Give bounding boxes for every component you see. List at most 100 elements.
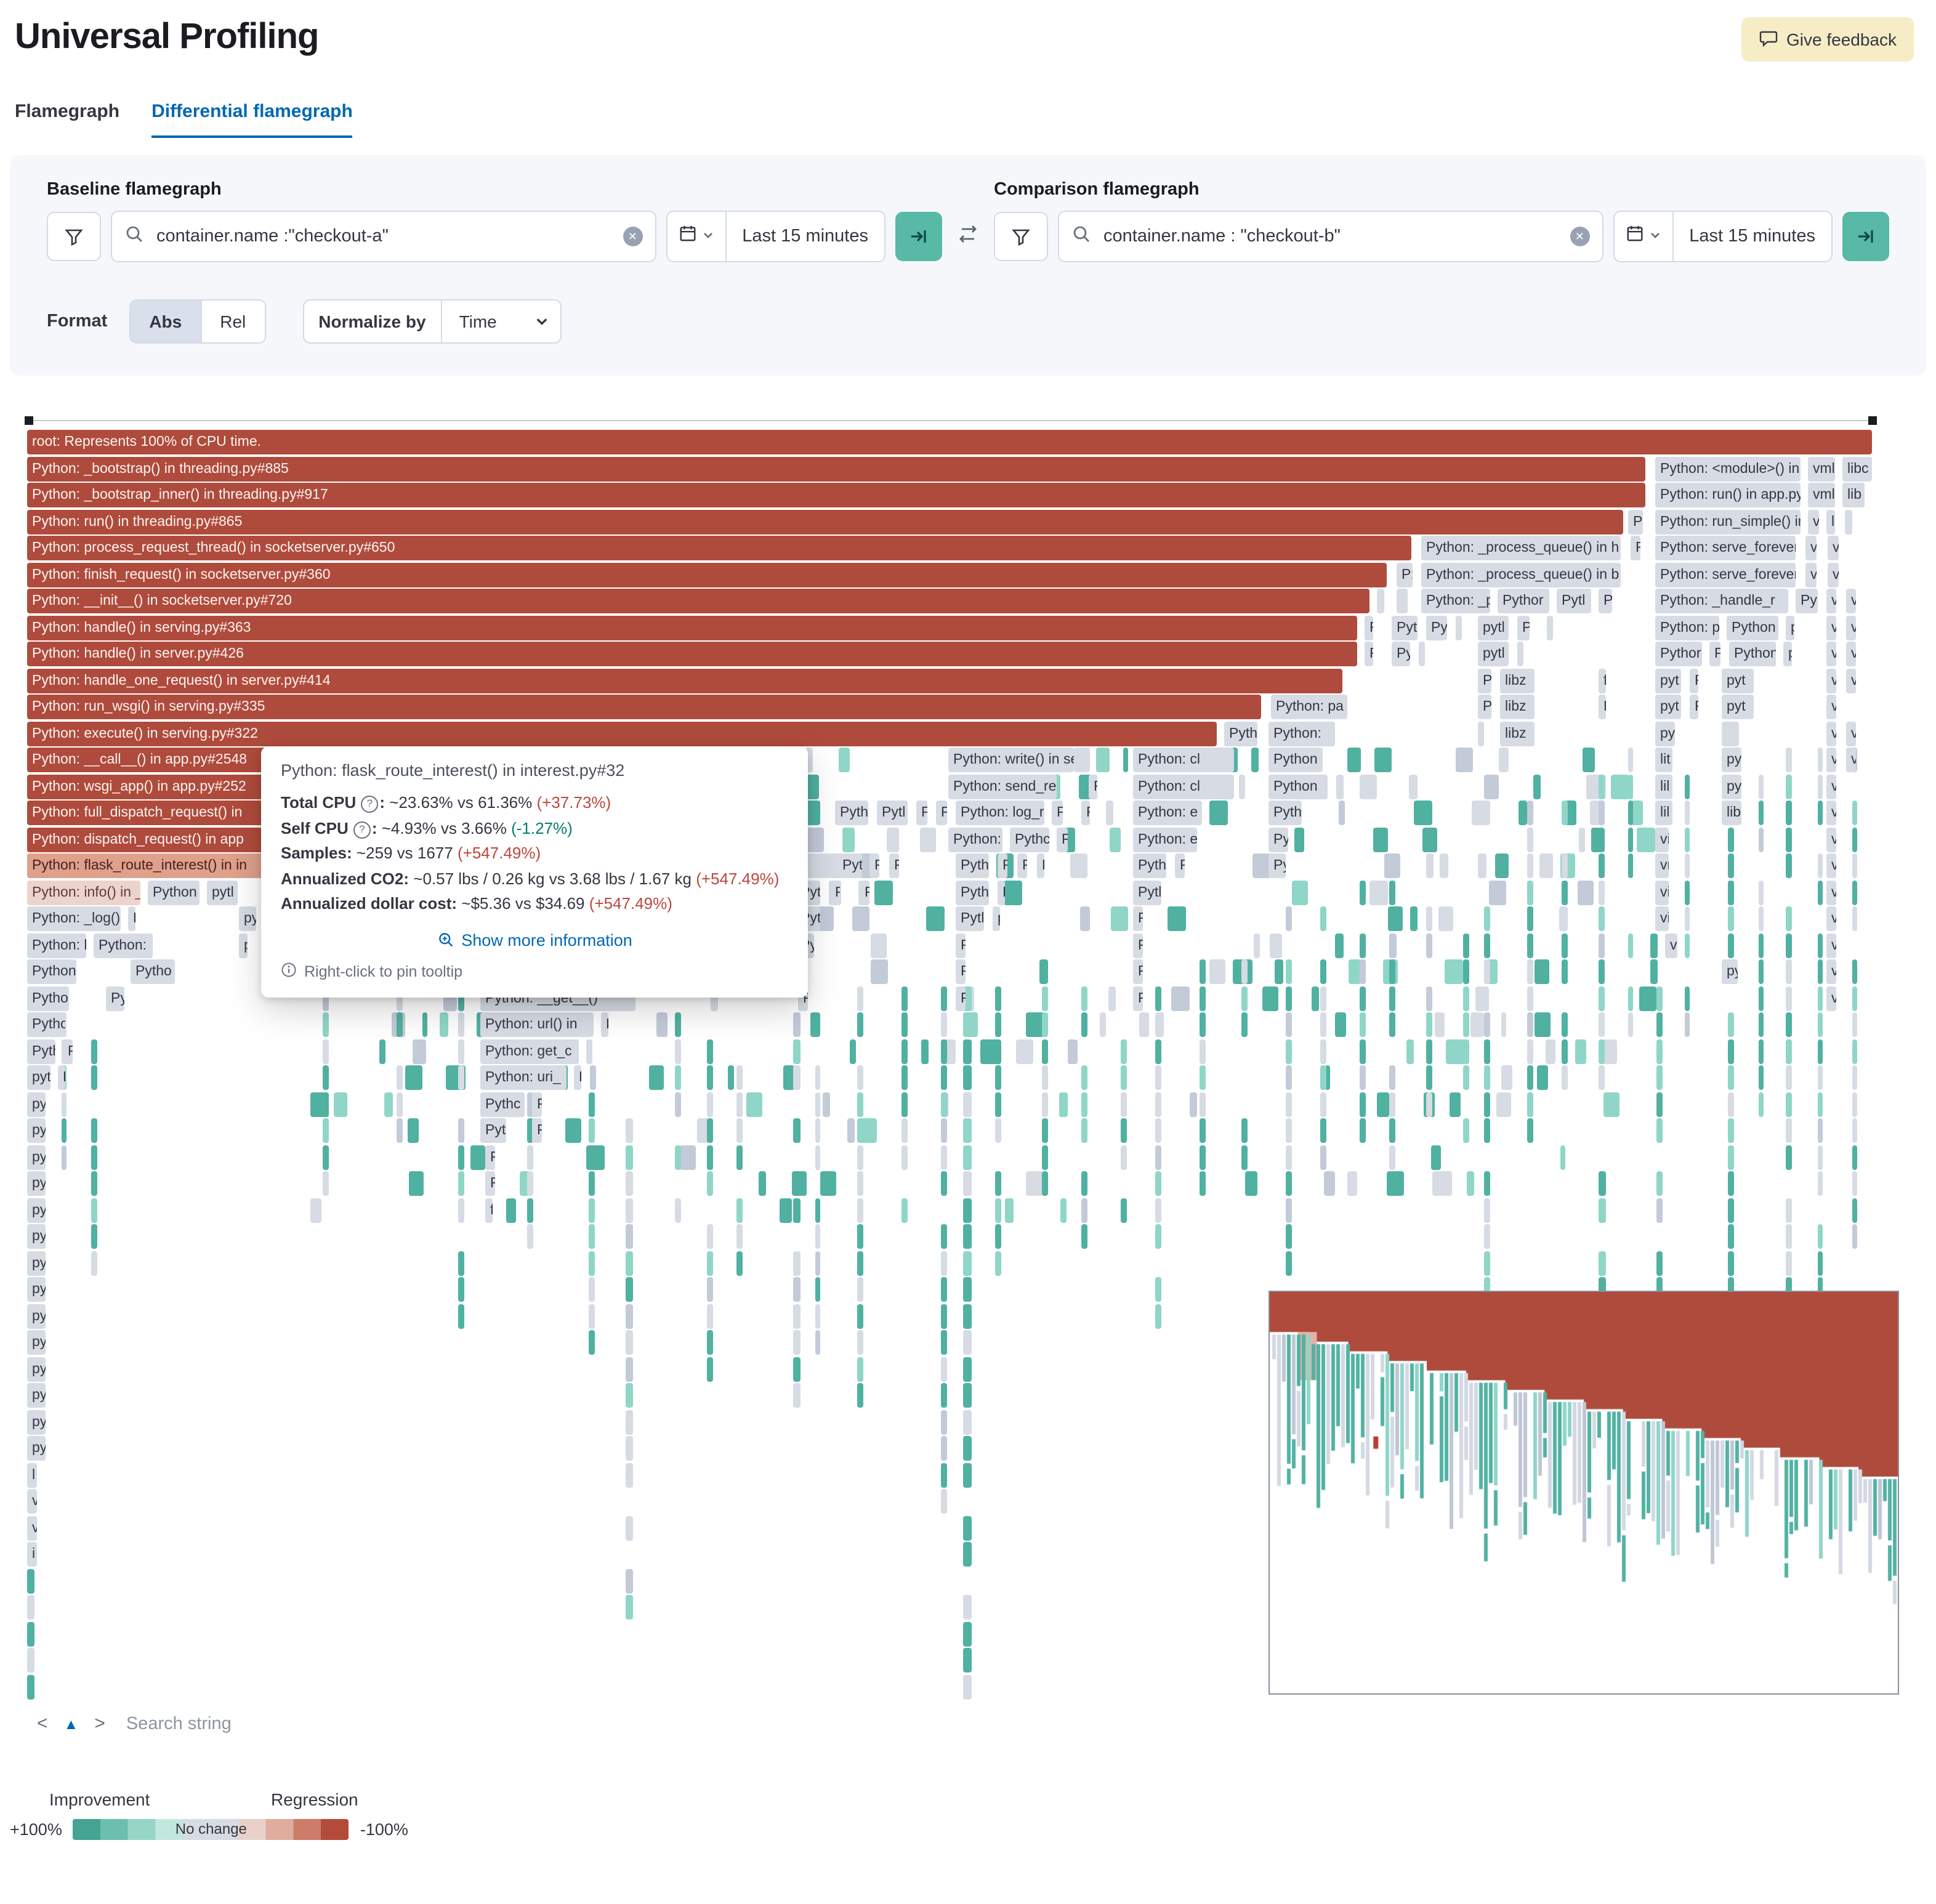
- flame-frame[interactable]: Pyth: [1268, 801, 1302, 825]
- flame-frame[interactable]: [1484, 906, 1490, 931]
- flame-frame[interactable]: [963, 1330, 972, 1355]
- flame-frame[interactable]: [1575, 1039, 1587, 1063]
- show-more-information-link[interactable]: Show more information: [281, 930, 788, 949]
- flame-frame[interactable]: [1155, 1118, 1161, 1143]
- flame-frame[interactable]: [1155, 1145, 1161, 1169]
- flame-frame[interactable]: [1527, 1092, 1533, 1116]
- flame-frame[interactable]: [1628, 853, 1633, 878]
- flame-frame[interactable]: [746, 1092, 762, 1116]
- flame-frame[interactable]: py: [27, 1383, 46, 1408]
- flame-frame[interactable]: [1527, 986, 1533, 1010]
- flame-frame[interactable]: [1286, 1039, 1292, 1063]
- flame-frame[interactable]: [1685, 801, 1690, 825]
- flame-frame[interactable]: [1656, 1039, 1663, 1063]
- flame-frame[interactable]: [1818, 1065, 1823, 1090]
- flame-frame[interactable]: Python: handle() in serving.py#363: [27, 615, 1357, 640]
- flame-frame[interactable]: F: [1690, 695, 1698, 719]
- flame-frame[interactable]: [1463, 986, 1469, 1010]
- format-abs-option[interactable]: Abs: [131, 301, 201, 342]
- flame-frame[interactable]: [1373, 827, 1388, 852]
- flame-frame[interactable]: Python: e: [1133, 801, 1202, 825]
- flame-frame[interactable]: [1728, 933, 1734, 958]
- flame-frame[interactable]: [1320, 1039, 1326, 1063]
- flame-frame[interactable]: [793, 1383, 801, 1408]
- flamegraph-search-input[interactable]: Search string: [126, 1714, 232, 1734]
- flame-frame[interactable]: [707, 1224, 713, 1249]
- flame-frame[interactable]: [1335, 1012, 1346, 1037]
- flame-frame[interactable]: [1463, 1065, 1469, 1090]
- flame-frame[interactable]: [926, 906, 945, 931]
- flame-frame[interactable]: v: [1826, 748, 1836, 772]
- flame-frame[interactable]: [1275, 959, 1283, 984]
- flame-frame[interactable]: [675, 1092, 681, 1116]
- flame-frame[interactable]: [805, 774, 820, 799]
- flame-frame[interactable]: [1360, 1092, 1366, 1116]
- flame-frame[interactable]: vml: [1808, 456, 1835, 481]
- flame-frame[interactable]: [1534, 1012, 1551, 1037]
- flame-frame[interactable]: [1599, 827, 1605, 852]
- flame-frame[interactable]: [1121, 1065, 1127, 1090]
- flame-frame[interactable]: P: [1478, 695, 1491, 719]
- flame-frame[interactable]: [901, 1065, 908, 1090]
- flame-frame[interactable]: [1818, 933, 1823, 958]
- flame-frame[interactable]: [1484, 1118, 1490, 1143]
- flame-frame[interactable]: [397, 986, 403, 1010]
- flame-frame[interactable]: [941, 986, 947, 1010]
- flame-frame[interactable]: [1759, 774, 1764, 799]
- flame-frame[interactable]: [1431, 1145, 1441, 1169]
- flame-frame[interactable]: v: [27, 1489, 37, 1514]
- flame-frame[interactable]: vi: [1655, 906, 1669, 931]
- flame-frame[interactable]: [1484, 1039, 1490, 1063]
- flame-frame[interactable]: [842, 827, 855, 852]
- flame-frame[interactable]: Python: [1727, 615, 1778, 640]
- flame-frame[interactable]: [995, 1251, 1001, 1275]
- flame-frame[interactable]: [1628, 748, 1633, 772]
- flame-frame[interactable]: [626, 1330, 633, 1355]
- flame-frame[interactable]: [1685, 986, 1690, 1010]
- flame-frame[interactable]: [1527, 801, 1533, 825]
- flame-frame[interactable]: [1081, 986, 1087, 1010]
- flame-frame[interactable]: [379, 1039, 386, 1063]
- flame-frame[interactable]: pytl: [207, 880, 238, 905]
- flame-frame[interactable]: v: [1826, 642, 1836, 666]
- flame-frame[interactable]: [995, 1092, 1001, 1116]
- flame-frame[interactable]: [1286, 1012, 1292, 1037]
- flame-frame[interactable]: pyt: [27, 1065, 50, 1090]
- flame-frame[interactable]: [1042, 1039, 1048, 1063]
- flame-frame[interactable]: [1759, 880, 1764, 905]
- flame-frame[interactable]: P: [936, 801, 947, 825]
- flame-frame[interactable]: Python:: [948, 827, 1002, 852]
- flame-frame[interactable]: pytl: [1478, 642, 1509, 666]
- flame-frame[interactable]: [1656, 986, 1663, 1010]
- flame-frame[interactable]: [91, 1039, 97, 1063]
- flame-frame[interactable]: [815, 1304, 820, 1328]
- flame-frame[interactable]: [626, 1462, 633, 1487]
- flame-frame[interactable]: P: [956, 986, 966, 1010]
- flame-frame[interactable]: [1410, 906, 1418, 931]
- flame-frame[interactable]: [1397, 589, 1408, 613]
- flame-frame[interactable]: vn: [1655, 853, 1669, 878]
- flame-frame[interactable]: v: [1846, 642, 1856, 666]
- flame-frame[interactable]: [1426, 906, 1432, 931]
- flame-frame[interactable]: [963, 1198, 972, 1222]
- flame-frame[interactable]: Pythc: [480, 1092, 525, 1116]
- flame-frame[interactable]: [323, 1145, 329, 1169]
- flame-frame[interactable]: [696, 1118, 710, 1143]
- flame-frame[interactable]: Pyth: [835, 801, 868, 825]
- baseline-time-range[interactable]: Last 15 minutes: [742, 227, 868, 246]
- flame-frame[interactable]: py: [1722, 959, 1738, 984]
- flame-frame[interactable]: [1852, 1039, 1857, 1063]
- flame-frame[interactable]: P: [998, 853, 1007, 878]
- flame-frame[interactable]: [1560, 1145, 1565, 1169]
- baseline-clear-icon[interactable]: ✕: [623, 227, 643, 246]
- flame-frame[interactable]: Py: [1796, 589, 1818, 613]
- flame-frame[interactable]: [887, 827, 899, 852]
- flame-frame[interactable]: [793, 1251, 801, 1275]
- flame-frame[interactable]: [1527, 880, 1533, 905]
- flame-frame[interactable]: Python: run_simple() in: [1655, 509, 1801, 534]
- flame-frame[interactable]: [1539, 853, 1554, 878]
- flame-frame[interactable]: [1562, 906, 1568, 931]
- flame-frame[interactable]: vml: [1808, 483, 1835, 507]
- flame-frame[interactable]: [1786, 748, 1792, 772]
- flame-frame[interactable]: [62, 1118, 67, 1143]
